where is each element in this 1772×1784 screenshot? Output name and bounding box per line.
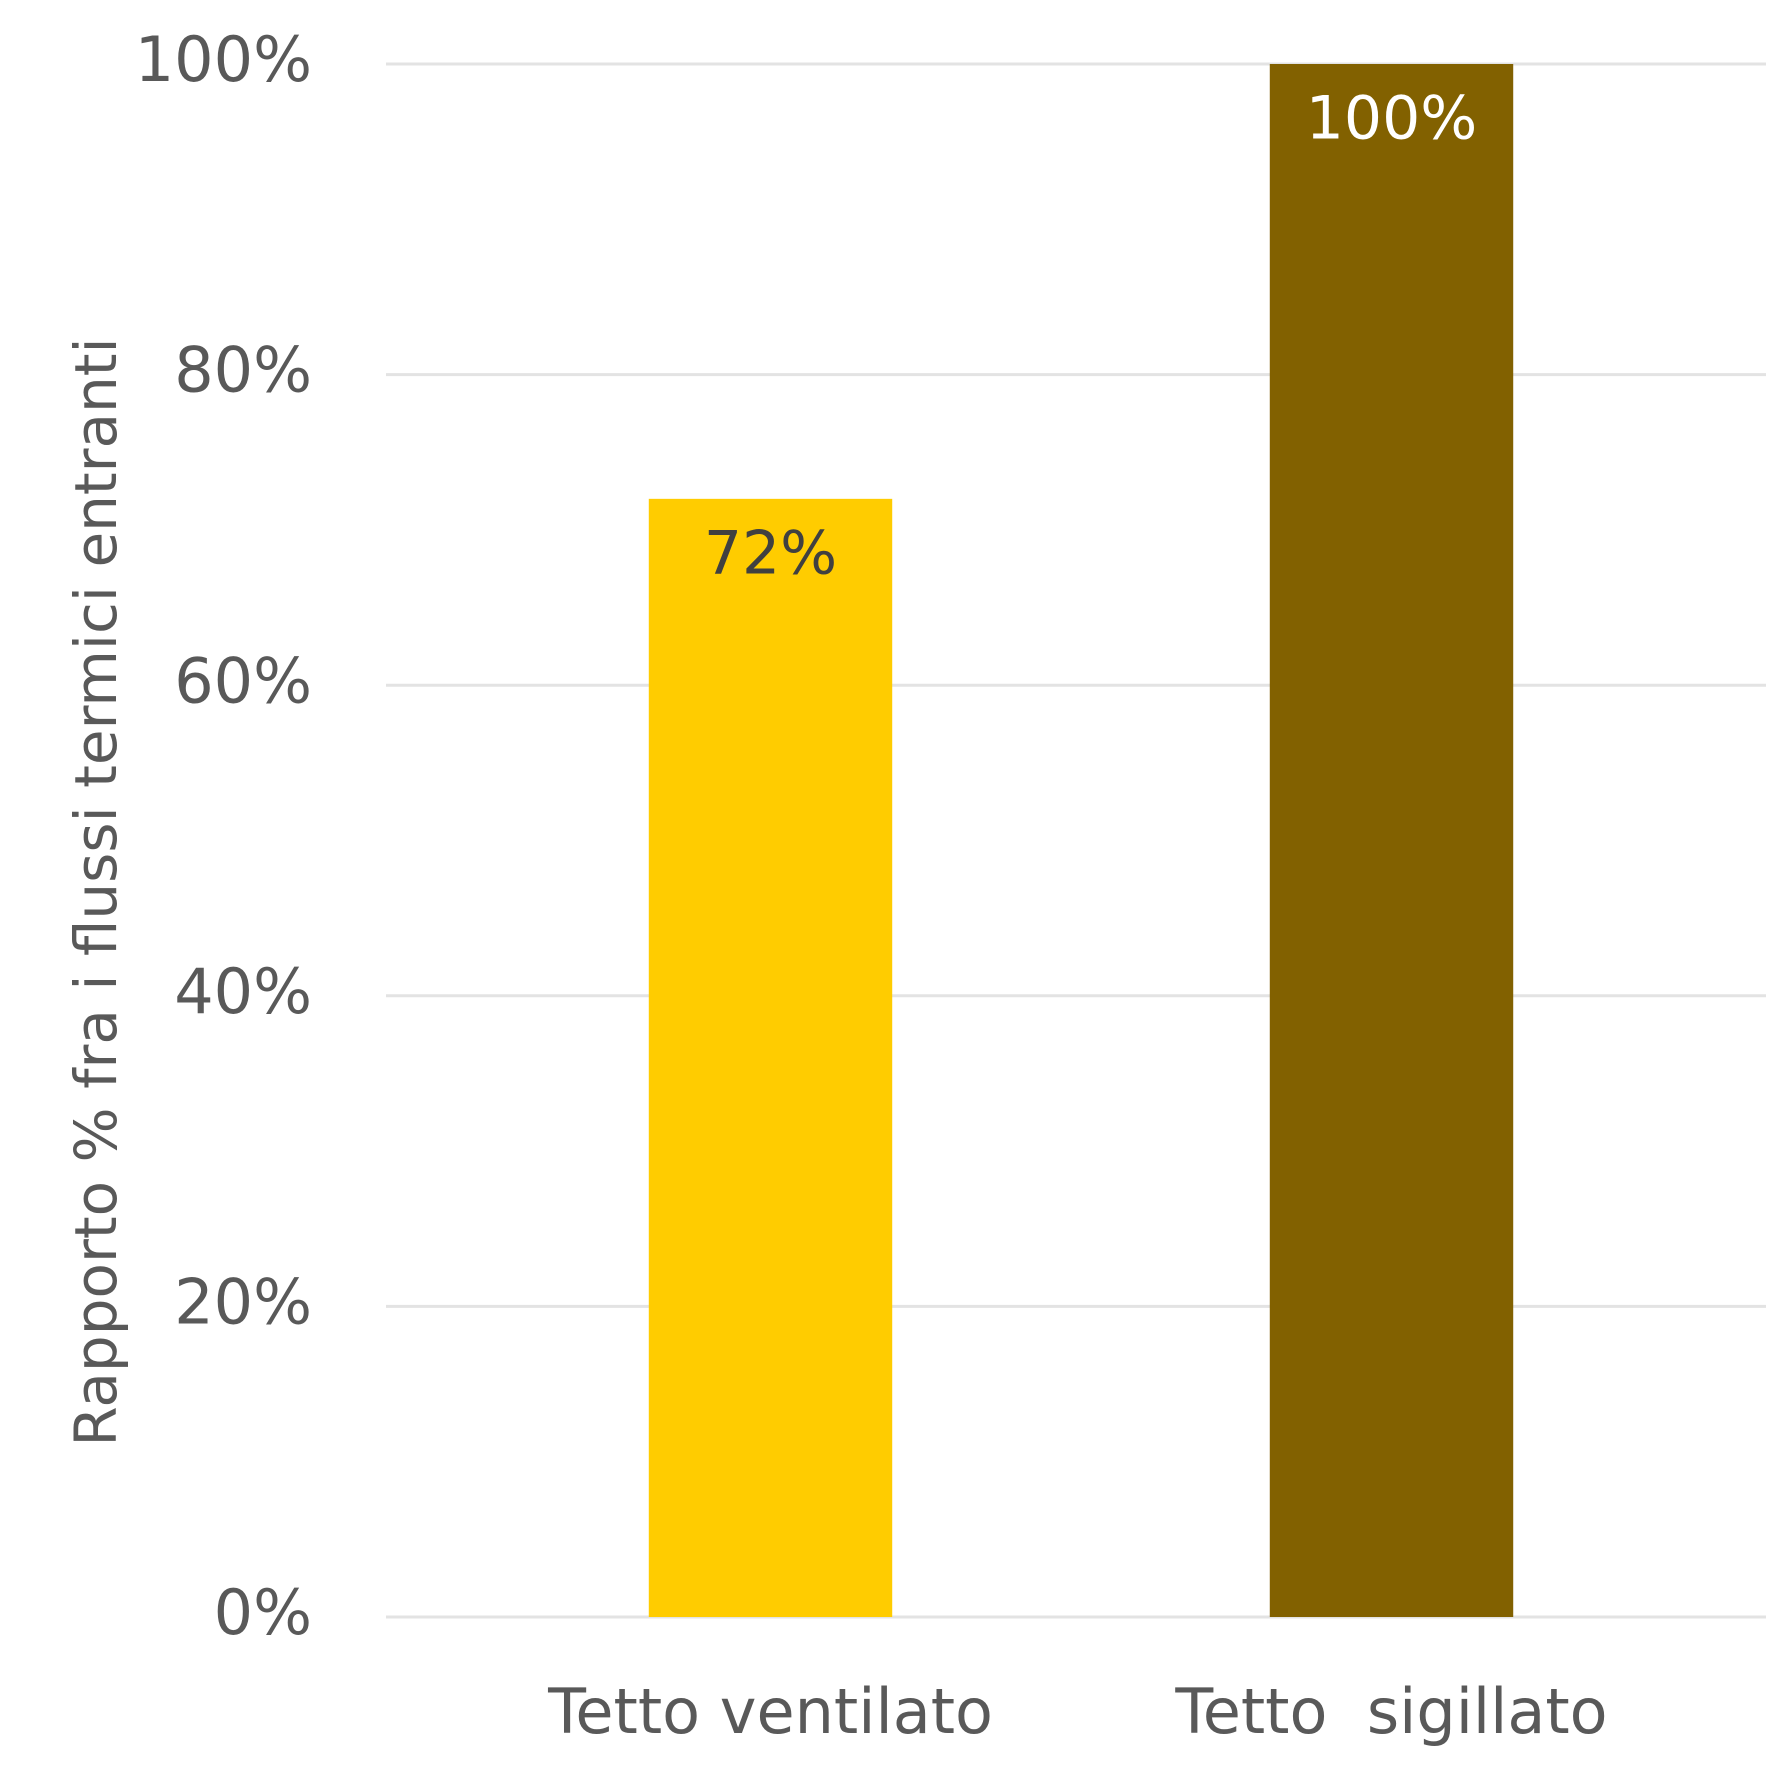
value-label: 72%: [704, 518, 837, 588]
y-tick-label: 0%: [214, 1576, 312, 1649]
y-tick-label: 20%: [174, 1265, 312, 1338]
y-tick-label: 40%: [174, 955, 312, 1028]
value-label: 100%: [1306, 84, 1478, 154]
x-tick-label: Tetto ventilato: [547, 1675, 993, 1748]
y-tick-label: 100%: [135, 23, 312, 96]
x-tick-label: Tetto sigillato: [1174, 1675, 1607, 1748]
bar: [1269, 64, 1514, 1617]
bar: [648, 498, 893, 1618]
y-axis-title: Rapporto % fra i flussi termici entranti: [62, 337, 130, 1446]
y-tick-label: 60%: [174, 644, 312, 717]
y-tick-label: 80%: [174, 334, 312, 407]
